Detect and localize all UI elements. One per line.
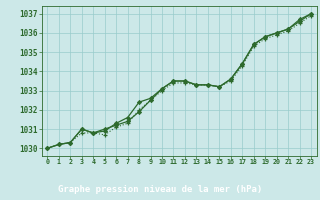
Text: Graphe pression niveau de la mer (hPa): Graphe pression niveau de la mer (hPa) bbox=[58, 185, 262, 194]
